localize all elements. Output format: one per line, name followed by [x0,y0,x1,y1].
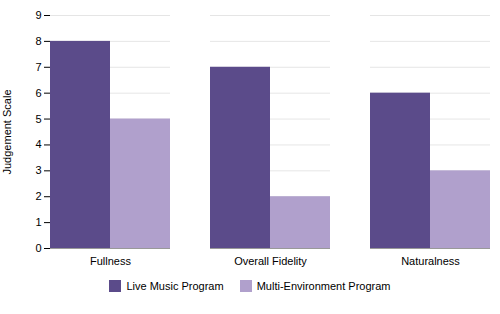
html-text:Multi-Environment Program: Multi-Environment Program [256,280,391,292]
svg-text:Overall Fidelity: Overall Fidelity [234,255,307,267]
svg-text:Judgement Scale: Judgement Scale [1,90,13,175]
svg-text:4: 4 [35,138,41,150]
svg-text:Fullness: Fullness [90,255,131,267]
svg-text:7: 7 [35,61,41,73]
html-text:Live Music Program: Live Music Program [126,280,224,292]
svg-text:2: 2 [35,190,41,202]
svg-text:6: 6 [35,87,41,99]
svg-text:0: 0 [35,242,41,254]
svg-text:8: 8 [35,35,41,47]
svg-text:9: 9 [35,9,41,21]
svg-text:3: 3 [35,164,41,176]
svg-text:1: 1 [35,216,41,228]
svg-text:5: 5 [35,113,41,125]
svg-text:Naturalness: Naturalness [401,255,460,267]
